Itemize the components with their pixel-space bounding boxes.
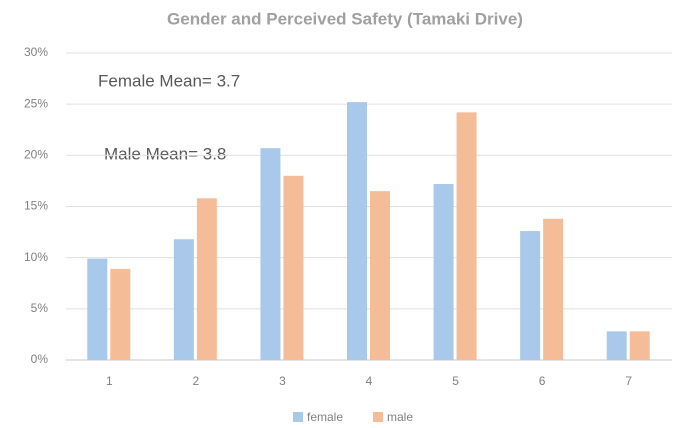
x-tick-label: 7	[625, 374, 632, 388]
legend-swatch	[293, 412, 303, 422]
legend-label: male	[387, 410, 413, 424]
y-tick-label: 20%	[24, 148, 48, 162]
bar	[543, 218, 564, 360]
legend-label: female	[307, 410, 343, 424]
bar	[110, 268, 131, 360]
chart-title: Gender and Perceived Safety (Tamaki Driv…	[167, 9, 523, 28]
y-tick-label: 30%	[24, 45, 48, 59]
bar	[433, 183, 454, 360]
x-tick-label: 1	[106, 374, 113, 388]
bar	[456, 112, 477, 360]
x-tick-label: 4	[366, 374, 373, 388]
bar	[520, 231, 541, 360]
x-tick-label: 2	[193, 374, 200, 388]
y-tick-label: 5%	[31, 301, 49, 315]
y-tick-label: 25%	[24, 96, 48, 110]
annotation: Male Mean= 3.8	[104, 144, 226, 163]
bar	[173, 239, 194, 360]
annotation: Female Mean= 3.7	[98, 71, 240, 90]
x-tick-label: 5	[452, 374, 459, 388]
bar	[283, 175, 304, 360]
bar	[347, 102, 367, 361]
bar	[196, 198, 217, 360]
bar	[87, 258, 108, 360]
bar	[370, 191, 390, 360]
legend-swatch	[373, 412, 383, 422]
y-tick-label: 15%	[24, 199, 48, 213]
y-tick-label: 0%	[31, 352, 49, 366]
bar	[260, 148, 281, 360]
y-tick-label: 10%	[24, 250, 48, 264]
x-tick-label: 3	[279, 374, 286, 388]
x-tick-label: 6	[539, 374, 546, 388]
bar	[629, 331, 650, 360]
bar	[606, 331, 627, 360]
